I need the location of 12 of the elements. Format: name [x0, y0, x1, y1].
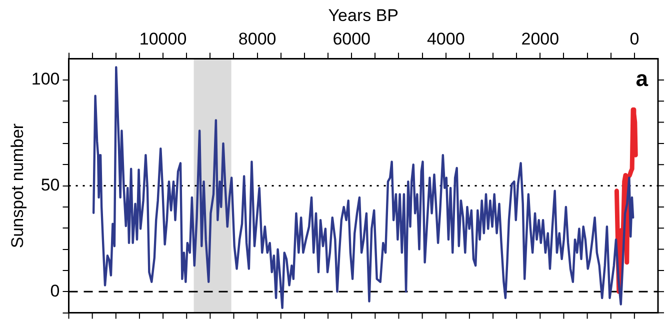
x-tick-label: 0 [630, 29, 640, 48]
x-tick-label: 6000 [332, 29, 371, 48]
x-axis-title: Years BP [328, 6, 399, 25]
x-tick-label: 10000 [139, 29, 187, 48]
y-tick-label: 0 [50, 281, 60, 300]
x-tick-label: 2000 [521, 29, 560, 48]
y-axis-title: Sunspot number [8, 123, 27, 248]
y-tick-label: 100 [31, 70, 60, 89]
x-tick-label: 8000 [238, 29, 276, 48]
annotation: a [636, 66, 649, 91]
x-tick-label: 4000 [426, 29, 465, 48]
y-tick-label: 50 [40, 175, 60, 194]
